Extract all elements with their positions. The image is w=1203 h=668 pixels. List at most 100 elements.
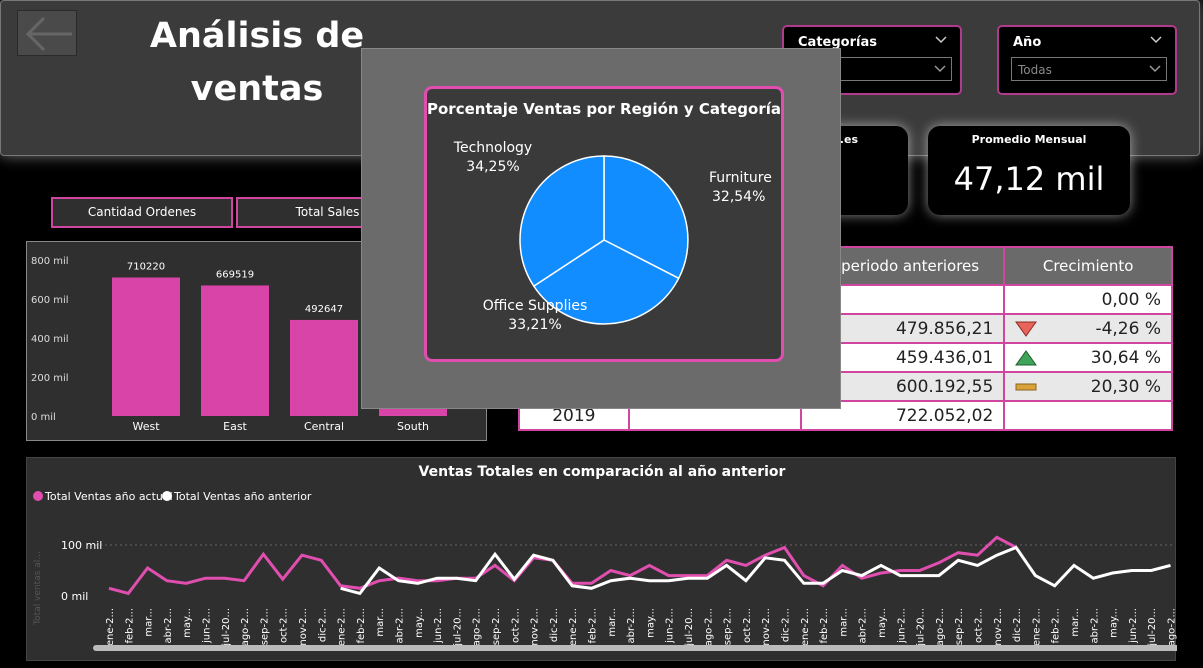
x-tick-label: ene-2... [1031, 608, 1042, 646]
page-title-line1: Análisis de [149, 16, 365, 56]
pie-chart: Porcentaje Ventas por Región y Categoría… [427, 100, 781, 333]
x-tick-label: abr-2... [858, 608, 869, 643]
growth-cell: -4,26 % [1003, 313, 1173, 344]
x-tick-label: ene-2... [105, 608, 116, 646]
back-button[interactable] [17, 10, 77, 56]
x-tick-label: ene-2... [800, 608, 811, 646]
tab-cantidad-ordenes[interactable]: Cantidad Ordenes [51, 197, 233, 228]
x-tick-label: jul-20... [452, 608, 463, 647]
flat-bar-icon [1015, 383, 1037, 390]
slicer-ano[interactable]: Año Todas [997, 25, 1177, 95]
bar[interactable] [290, 319, 358, 416]
growth-value: 0,00 % [1101, 289, 1161, 310]
table-header: Crecimiento [1003, 246, 1173, 286]
x-tick-label: jun-2... [202, 608, 213, 644]
data-label: 492647 [305, 304, 343, 315]
y-tick-label: 400 mil [31, 334, 69, 345]
arrow-left-icon [25, 16, 72, 52]
pie-chart-popup[interactable]: Porcentaje Ventas por Región y Categoría… [361, 48, 841, 409]
slicer-dropdown[interactable]: Todas [1011, 57, 1167, 81]
x-tick-label: ago-2... [472, 608, 483, 646]
x-tick-label: West [132, 420, 160, 433]
pie-chart-title: Porcentaje Ventas por Región y Categoría [427, 100, 781, 118]
x-tick-label: may... [645, 608, 656, 638]
legend-item[interactable]: Total Ventas año anterior [173, 490, 312, 503]
x-tick-label: nov-2... [761, 608, 772, 646]
y-tick-label: 0 mil [31, 412, 56, 423]
series-line-previous[interactable] [340, 545, 1171, 596]
kpi-card-promedio-mensual: Promedio Mensual 47,12 mil [928, 126, 1130, 215]
slicer-value: Todas [1018, 63, 1052, 77]
y-tick-label: 100 mil [61, 539, 102, 552]
x-tick-label: sep-2... [491, 608, 502, 645]
pie-slice[interactable] [603, 155, 689, 280]
horizontal-scrollbar[interactable] [93, 645, 1183, 651]
x-tick-label: may... [414, 608, 425, 638]
x-tick-label: abr-2... [1089, 608, 1100, 643]
x-tick-label: dic-2... [781, 608, 792, 642]
x-tick-label: dic-2... [1012, 608, 1023, 642]
bar[interactable] [201, 285, 269, 416]
pie-slice-label: Office Supplies [483, 298, 588, 314]
legend-dot [33, 491, 43, 501]
x-tick-label: may... [1109, 608, 1120, 638]
x-tick-label: abr-2... [163, 608, 174, 643]
data-label: 710220 [127, 262, 165, 273]
chevron-down-icon [1149, 65, 1161, 73]
x-tick-label: jul-20... [684, 608, 695, 647]
x-tick-label: feb-2... [819, 608, 830, 644]
x-tick-label: feb-2... [124, 608, 135, 644]
x-tick-label: ago-2... [1167, 608, 1178, 646]
x-tick-label: ene-2... [337, 608, 348, 646]
x-tick-label: sep-2... [259, 608, 270, 645]
x-tick-label: jul-20... [916, 608, 927, 647]
x-tick-label: may... [877, 608, 888, 638]
page-title-line2: ventas [190, 69, 324, 109]
chevron-down-icon [934, 65, 946, 73]
x-tick-label: ene-2... [568, 608, 579, 646]
x-tick-label: jun-2... [896, 608, 907, 644]
x-tick-label: jun-2... [433, 608, 444, 644]
pie-slice-pct: 32,54% [712, 189, 765, 205]
x-tick-label: mar... [838, 608, 849, 637]
bar[interactable] [112, 277, 180, 416]
line-chart-panel: Ventas Totales en comparación al año ant… [26, 457, 1183, 661]
x-tick-label: sep-2... [954, 608, 965, 645]
line-chart-title: Ventas Totales en comparación al año ant… [419, 464, 786, 480]
pie-slice[interactable] [519, 155, 605, 288]
x-tick-label: dic-2... [317, 608, 328, 642]
x-tick-label: mar... [144, 608, 155, 637]
x-tick-label: mar... [1070, 608, 1081, 637]
kpi-value: 47,12 mil [953, 160, 1105, 198]
pie-slice-pct: 34,25% [466, 159, 519, 175]
data-label: 669519 [216, 269, 254, 280]
x-tick-label: abr-2... [395, 608, 406, 643]
x-tick-label: nov-2... [530, 608, 541, 646]
x-tick-label: East [223, 420, 247, 433]
x-tick-label: feb-2... [1051, 608, 1062, 644]
slicer-label: Año [1013, 35, 1042, 50]
x-tick-label: ago-2... [240, 608, 251, 646]
chevron-down-icon[interactable] [934, 33, 948, 47]
x-tick-label: jun-2... [1128, 608, 1139, 644]
x-tick-label: abr-2... [626, 608, 637, 643]
y-tick-label: 200 mil [31, 373, 69, 384]
pie-slice-label: Furniture [709, 170, 772, 186]
triangle-up-icon [1015, 349, 1038, 365]
slicer-label: Categorías [798, 35, 877, 50]
x-tick-label: mar... [607, 608, 618, 637]
x-tick-label: South [397, 420, 429, 433]
growth-value: 20,30 % [1090, 376, 1161, 397]
line-chart: Ventas Totales en comparación al año ant… [33, 464, 1183, 651]
page-title: Análisis de ventas [120, 10, 394, 116]
pie-slice[interactable] [532, 239, 680, 325]
x-tick-label: sep-2... [723, 608, 734, 645]
growth-cell: 0,00 % [1003, 284, 1173, 315]
legend-item[interactable]: Total Ventas año actual [44, 490, 173, 503]
y-axis-title: Total ventas al... [33, 551, 43, 626]
chevron-down-icon[interactable] [1149, 33, 1163, 47]
x-tick-label: feb-2... [356, 608, 367, 644]
growth-cell [1003, 400, 1173, 431]
x-tick-label: oct-2... [974, 608, 985, 643]
x-tick-label: oct-2... [510, 608, 521, 643]
